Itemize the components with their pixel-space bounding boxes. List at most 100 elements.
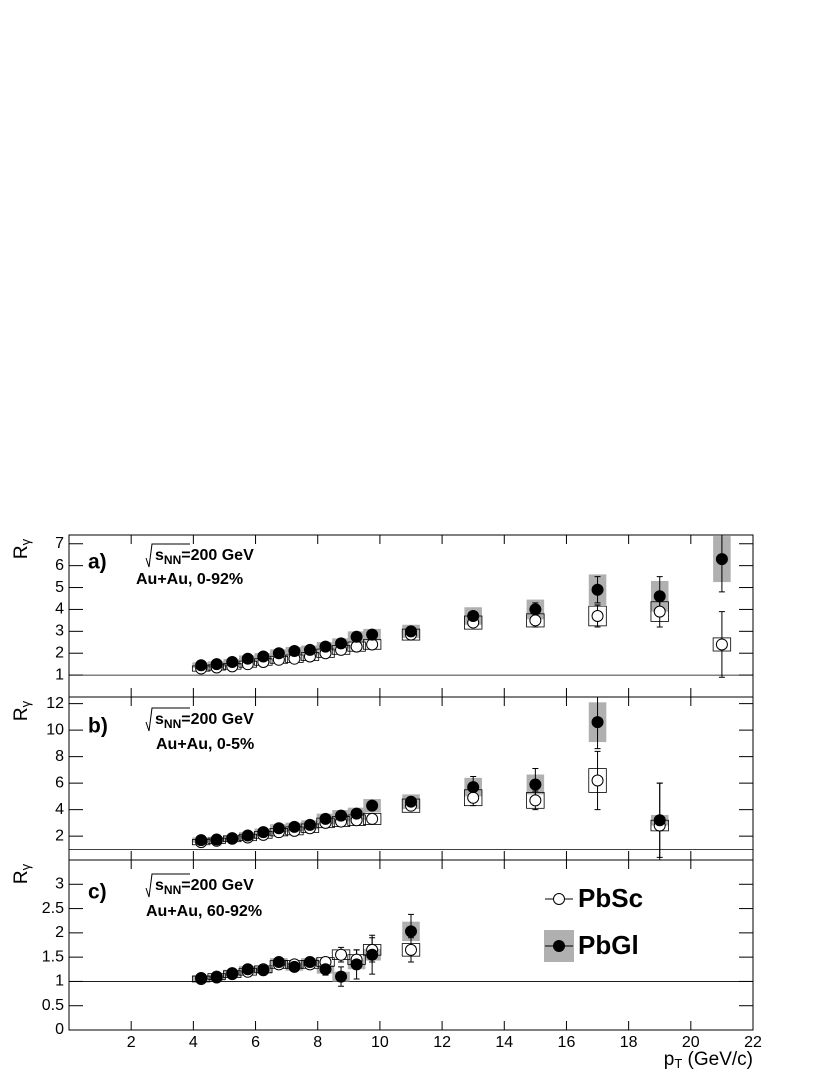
data-point xyxy=(467,781,480,794)
data-point xyxy=(335,637,348,650)
x-tick-label: 8 xyxy=(313,1034,322,1051)
sqrt-sign xyxy=(145,873,190,898)
data-point xyxy=(366,812,379,825)
legend-marker xyxy=(553,940,565,952)
x-tick-label: 16 xyxy=(558,1034,576,1051)
data-point xyxy=(272,647,285,660)
y-tick-label: 12 xyxy=(46,695,64,712)
y-tick-label: 6 xyxy=(55,774,64,791)
x-tick-label: 6 xyxy=(251,1034,260,1051)
y-tick-label: 8 xyxy=(55,748,64,765)
data-point xyxy=(335,809,348,822)
data-point xyxy=(210,658,223,671)
data-point xyxy=(350,630,363,643)
data-point xyxy=(272,822,285,835)
data-point xyxy=(591,583,604,596)
x-tick-label: 12 xyxy=(433,1034,451,1051)
data-point xyxy=(366,628,379,641)
energy-label: sNN=200 GeV xyxy=(155,547,254,567)
y-tick-label: 1 xyxy=(55,666,64,683)
data-point xyxy=(467,610,480,622)
y-tick-label: 4 xyxy=(55,801,64,818)
y-tick-label: 1.5 xyxy=(42,948,64,965)
data-point xyxy=(366,638,379,651)
system-label: Au+Au, 60-92% xyxy=(146,903,262,920)
data-point xyxy=(529,794,542,807)
data-point xyxy=(257,964,270,977)
legend-label: PbSc xyxy=(578,883,643,913)
x-tick-label: 14 xyxy=(495,1034,513,1051)
x-tick-label: 20 xyxy=(682,1034,700,1051)
y-label-main: R xyxy=(11,870,32,884)
data-point xyxy=(335,970,348,983)
y-tick-label: 2 xyxy=(55,827,64,844)
y-tick-label: 5 xyxy=(55,579,64,596)
data-point xyxy=(319,812,332,825)
system-label: Au+Au, 0-5% xyxy=(156,736,254,753)
data-point xyxy=(195,659,208,672)
data-point xyxy=(350,958,363,971)
data-layer xyxy=(191,697,669,860)
sqrt-sign xyxy=(145,707,190,732)
data-point xyxy=(319,640,332,653)
data-layer xyxy=(191,913,421,987)
data-point xyxy=(405,925,417,938)
y-tick-label: 2.5 xyxy=(42,900,64,917)
data-layer xyxy=(191,535,732,678)
data-point xyxy=(653,814,666,827)
data-point xyxy=(591,716,604,729)
energy-symbol: s xyxy=(155,877,164,894)
energy-text: =200 GeV xyxy=(181,711,254,728)
data-point xyxy=(529,603,542,616)
data-point xyxy=(715,553,728,566)
data-point xyxy=(241,963,254,976)
data-point xyxy=(405,795,417,808)
data-point xyxy=(303,818,316,831)
data-point xyxy=(288,820,301,833)
energy-symbol: s xyxy=(155,547,164,564)
data-point xyxy=(467,791,480,804)
legend-label: PbGl xyxy=(578,930,639,960)
x-label-main: p xyxy=(664,1049,675,1070)
y-label-main: R xyxy=(11,707,32,721)
data-point xyxy=(303,643,316,656)
data-point xyxy=(226,655,239,668)
y-tick-label: 6 xyxy=(55,557,64,574)
data-point xyxy=(653,605,666,618)
data-point xyxy=(405,943,417,956)
data-point xyxy=(257,650,270,663)
y-label-sub: γ xyxy=(18,538,33,545)
y-tick-label: 3 xyxy=(55,876,64,893)
data-point xyxy=(303,956,316,968)
y-tick-label: 2 xyxy=(55,644,64,661)
energy-text: =200 GeV xyxy=(181,547,254,564)
data-point xyxy=(226,832,239,845)
data-point xyxy=(195,834,208,847)
sqrt-sign xyxy=(145,543,190,568)
data-point xyxy=(715,638,728,651)
x-label-rest: (GeV/c) xyxy=(682,1049,753,1070)
data-point xyxy=(288,960,301,973)
energy-label: sNN=200 GeV xyxy=(155,711,254,731)
y-axis-label: Rγ xyxy=(11,863,33,884)
x-tick-label: 22 xyxy=(744,1034,762,1051)
energy-sub: NN xyxy=(164,883,181,897)
y-tick-label: 0 xyxy=(55,1021,64,1038)
energy-symbol: s xyxy=(155,711,164,728)
data-point xyxy=(241,829,254,842)
data-point xyxy=(366,948,379,961)
data-point xyxy=(591,610,604,622)
x-axis-label: pT (GeV/c) xyxy=(664,1049,753,1071)
y-label-sub: γ xyxy=(18,700,33,707)
system-label: Au+Au, 0-92% xyxy=(136,571,243,588)
y-tick-label: 1 xyxy=(55,973,64,990)
data-point xyxy=(335,948,348,961)
data-point xyxy=(529,614,542,627)
legend-marker xyxy=(553,893,565,905)
data-point xyxy=(272,956,285,968)
data-point xyxy=(591,774,604,787)
y-tick-label: 10 xyxy=(46,721,64,738)
x-tick-label: 18 xyxy=(620,1034,638,1051)
data-point xyxy=(195,972,208,985)
